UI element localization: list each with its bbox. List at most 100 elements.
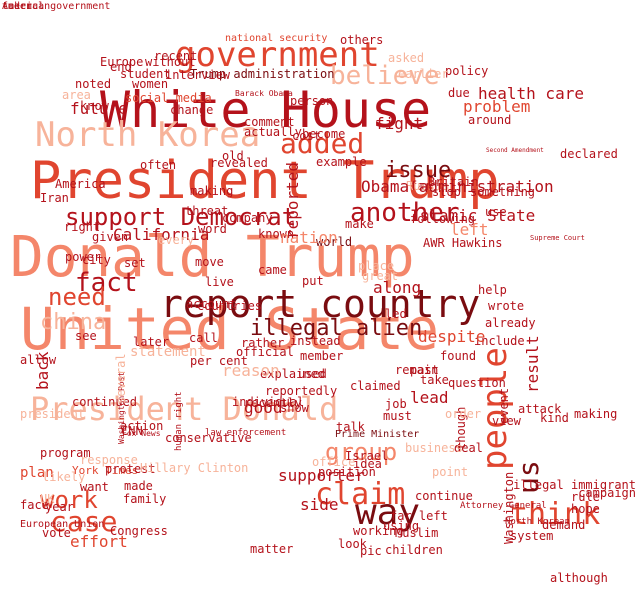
cloud-word: Europe (100, 55, 144, 69)
cloud-word: far left (390, 509, 448, 523)
cloud-word: office (312, 455, 356, 469)
cloud-word: china (40, 310, 107, 335)
cloud-word: look (338, 537, 367, 551)
cloud-word: know (80, 99, 109, 113)
cloud-word: person (290, 94, 334, 108)
cloud-word: asked (388, 51, 425, 65)
cloud-word: wrote (488, 299, 525, 313)
cloud-word: despite (418, 327, 486, 346)
cloud-word: believe (330, 61, 440, 91)
cloud-word: using (383, 519, 420, 533)
cloud-word: illegal alien (250, 316, 423, 341)
cloud-word: stop (432, 185, 461, 199)
cloud-word: think (510, 497, 601, 532)
cloud-word: known (258, 227, 295, 241)
cloud-word: law enforcement (205, 428, 287, 438)
cloud-word: UK (40, 492, 55, 506)
cloud-word: family (123, 492, 167, 506)
cloud-word: point (432, 465, 469, 479)
cloud-word: use (485, 205, 507, 219)
cloud-word: live (205, 275, 234, 289)
cloud-word: face (20, 498, 49, 512)
cloud-word: power (65, 250, 102, 264)
cloud-word: account (186, 297, 237, 311)
cloud-word: instead (290, 334, 341, 348)
cloud-word: future (70, 99, 128, 118)
cloud-word: deal (454, 441, 483, 455)
cloud-word: declared (560, 147, 618, 161)
cloud-word: group (325, 438, 398, 466)
cloud-word: hope (571, 502, 600, 516)
cloud-word: made (124, 479, 153, 493)
cloud-word: allow (20, 353, 57, 367)
cloud-word: national security (225, 33, 328, 44)
cloud-word: Supreme Court (530, 234, 585, 242)
cloud-word: Attorney General (460, 501, 547, 511)
cloud-word: Trump administration (190, 67, 335, 81)
cloud-word: claimed (350, 379, 401, 393)
cloud-word: need (48, 283, 106, 311)
cloud-word: others (340, 33, 384, 47)
cloud-word: another (350, 198, 460, 228)
cloud-word: fight (375, 114, 424, 133)
cloud-word: Prime Minister (335, 429, 420, 440)
cloud-word: revealed (210, 156, 268, 170)
cloud-word: great (362, 269, 399, 283)
cloud-word: help (478, 283, 507, 297)
cloud-word: nation (280, 228, 338, 247)
cloud-word: found (440, 349, 477, 363)
cloud-word: lead (410, 388, 449, 407)
cloud-word: far (410, 179, 432, 193)
cloud-word: move (195, 255, 224, 269)
cloud-word: reportedly (265, 384, 338, 398)
cloud-word: cost (292, 129, 321, 143)
cloud-word: due (448, 86, 470, 100)
cloud-word: Islamic State (410, 206, 536, 225)
cloud-word: continue (415, 489, 473, 503)
cloud-word: take (420, 373, 449, 387)
cloud-word: result (523, 334, 542, 393)
cloud-word: given (92, 230, 129, 244)
cloud-word: recently (244, 396, 302, 410)
cloud-word: work (40, 486, 98, 514)
cloud-word: policy (445, 64, 489, 78)
cloud-word: rule (571, 490, 600, 504)
cloud-word: see (75, 329, 97, 343)
cloud-word: put (302, 274, 324, 288)
cloud-word: making (574, 407, 618, 421)
cloud-word: government (175, 35, 380, 75)
cloud-word: company (222, 211, 273, 225)
cloud-word: business (405, 441, 463, 455)
cloud-word: making (190, 184, 234, 198)
cloud-word: change (170, 103, 214, 117)
cloud-word: protest (105, 462, 156, 476)
cloud-word: Russia (406, 179, 450, 193)
cloud-word: example (316, 155, 367, 169)
cloud-word: White House (100, 81, 432, 139)
cloud-word: supporter (278, 466, 365, 485)
cloud-word: become (302, 127, 346, 141)
cloud-word: continued (72, 395, 138, 409)
cloud-word: Hillary Clinton (140, 461, 249, 475)
cloud-word: Congress (110, 524, 168, 538)
cloud-word: Britain (428, 175, 479, 189)
cloud-word: something (470, 185, 536, 199)
cloud-word: program (40, 446, 91, 460)
cloud-word: place (358, 259, 395, 273)
cloud-word: Washington (502, 471, 516, 544)
cloud-word: noted (75, 77, 112, 91)
cloud-word: explained (260, 367, 326, 381)
cloud-word: student (120, 67, 171, 81)
cloud-word: reported (283, 161, 302, 239)
cloud-word: demand (542, 518, 586, 532)
cloud-word: AWR Hawkins (423, 236, 503, 250)
cloud-word: interview (165, 68, 231, 82)
cloud-word: America (55, 177, 106, 191)
cloud-word: campaign (578, 486, 636, 500)
cloud-word: good (244, 398, 283, 417)
cloud-word: matter (250, 542, 294, 556)
cloud-word: fact (75, 268, 138, 298)
cloud-word: health care (478, 84, 584, 103)
cloud-word: talk (336, 420, 365, 434)
